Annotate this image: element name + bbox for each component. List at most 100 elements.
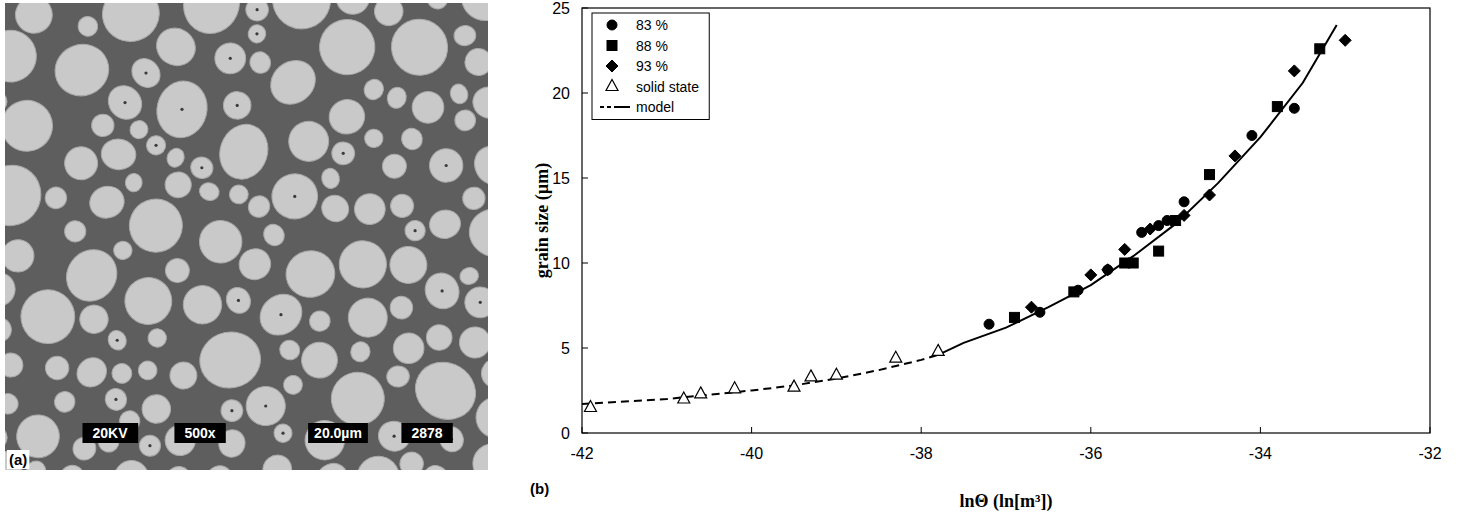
grain xyxy=(423,142,470,189)
grain xyxy=(329,139,357,167)
figure: 20KV500x20.0µm2878(a)-42-40-38-36-34-320… xyxy=(0,0,1464,516)
legend: 83 %88 %93 %solid statemodel xyxy=(592,13,709,120)
grain xyxy=(41,352,74,385)
grain xyxy=(5,233,40,278)
model-curve xyxy=(938,25,1337,355)
grain xyxy=(283,116,334,167)
grain xyxy=(382,154,406,178)
grain-pore xyxy=(293,195,296,198)
grain xyxy=(260,220,289,249)
data-point xyxy=(805,370,817,381)
grain xyxy=(465,204,488,262)
grain-pore xyxy=(154,144,157,147)
grain xyxy=(162,462,196,470)
grain xyxy=(52,389,77,414)
grain xyxy=(167,360,199,392)
micrograph xyxy=(5,3,488,470)
grain xyxy=(11,3,56,37)
info-box-text: 2878 xyxy=(411,425,442,441)
data-point xyxy=(1144,223,1156,235)
grain xyxy=(282,246,339,302)
y-axis-title: grain size (µm) xyxy=(532,163,553,278)
info-box-text: 20KV xyxy=(92,425,128,441)
grain-pore xyxy=(393,435,396,438)
grain xyxy=(213,118,275,186)
grain-pore xyxy=(114,398,117,401)
y-tick xyxy=(582,433,588,434)
grain xyxy=(5,446,28,470)
data-point xyxy=(584,401,596,412)
grain-pore xyxy=(342,152,345,155)
grain xyxy=(282,373,305,396)
grain xyxy=(421,319,457,355)
data-point xyxy=(1154,246,1164,256)
grain xyxy=(309,457,354,470)
grain xyxy=(299,339,340,380)
grain xyxy=(459,43,488,81)
grain xyxy=(75,13,102,40)
grain-pore xyxy=(441,289,444,292)
grain-pore xyxy=(445,164,448,167)
grain xyxy=(243,3,270,23)
x-tick xyxy=(1090,427,1091,433)
grain xyxy=(470,391,488,444)
grain xyxy=(47,36,116,104)
grain xyxy=(187,154,216,182)
grain xyxy=(85,182,128,223)
data-point xyxy=(729,382,741,393)
grain xyxy=(180,282,226,328)
grain xyxy=(109,360,135,386)
grain xyxy=(361,126,387,152)
y-tick-label: 20 xyxy=(552,85,570,102)
grain-pore xyxy=(144,71,147,74)
data-point xyxy=(1179,197,1189,207)
grain xyxy=(350,189,390,229)
grain-pore xyxy=(281,432,284,435)
legend-symbol xyxy=(607,20,617,30)
grain-pore xyxy=(255,32,258,35)
y-tick-label: 10 xyxy=(552,255,570,272)
grain xyxy=(458,265,481,286)
x-axis-title: lnΘ (ln[m³]) xyxy=(960,491,1053,512)
grain-pore xyxy=(180,108,183,111)
grain xyxy=(459,281,488,324)
y-tick xyxy=(582,348,588,349)
grain xyxy=(448,82,471,107)
grain xyxy=(325,95,369,139)
grain xyxy=(151,76,213,143)
data-point xyxy=(1272,102,1282,112)
grain xyxy=(203,461,237,470)
grain xyxy=(480,357,488,389)
grain xyxy=(60,143,101,184)
grain xyxy=(247,49,273,76)
data-point xyxy=(1229,150,1241,162)
info-box xyxy=(401,423,452,443)
grain xyxy=(361,76,387,103)
data-point xyxy=(788,380,800,391)
grain xyxy=(267,169,323,225)
grain xyxy=(472,443,488,470)
grain xyxy=(222,283,255,317)
data-point xyxy=(1178,209,1190,221)
grain xyxy=(121,190,191,260)
data-point xyxy=(1069,287,1079,297)
grain xyxy=(387,191,417,221)
x-tick xyxy=(1260,427,1261,433)
grain xyxy=(164,146,187,170)
grain xyxy=(252,286,310,344)
data-point xyxy=(1288,65,1300,77)
legend-symbol xyxy=(606,60,618,72)
grain-pore xyxy=(229,57,232,60)
legend-label: model xyxy=(636,99,674,115)
grain xyxy=(99,137,137,172)
data-point xyxy=(1085,269,1097,281)
data-point xyxy=(1103,265,1113,275)
x-tick-label: -32 xyxy=(1418,445,1441,462)
legend-label: 83 % xyxy=(636,17,668,33)
grain xyxy=(126,53,166,93)
grain-pore xyxy=(413,229,416,232)
legend-symbol xyxy=(600,106,615,108)
grain xyxy=(348,447,408,470)
data-point xyxy=(695,387,707,398)
data-point xyxy=(1339,34,1351,46)
